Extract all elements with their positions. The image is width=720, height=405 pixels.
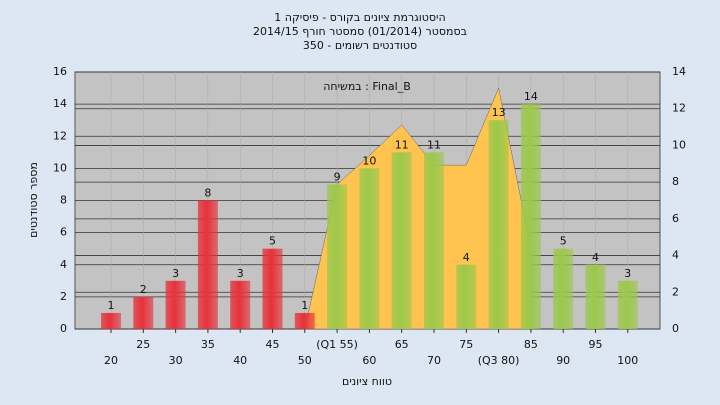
x-tick-label: 50 bbox=[298, 354, 312, 367]
value-label: 4 bbox=[592, 251, 599, 264]
value-label: 10 bbox=[362, 154, 376, 167]
bar bbox=[456, 264, 477, 329]
y2-tick-label: 0 bbox=[672, 322, 679, 335]
y2-tick-label: 2 bbox=[672, 285, 679, 298]
bar bbox=[294, 312, 315, 329]
bar bbox=[230, 280, 251, 329]
annotation: במשיחה : Final_B bbox=[323, 80, 411, 93]
x-tick-label: 60 bbox=[362, 354, 376, 367]
bar bbox=[101, 312, 121, 329]
bar bbox=[327, 184, 348, 329]
value-label: 14 bbox=[524, 90, 538, 103]
value-label: 4 bbox=[463, 251, 470, 264]
y2-tick-label: 4 bbox=[672, 249, 679, 262]
value-label: 8 bbox=[204, 187, 211, 200]
bar bbox=[165, 280, 186, 329]
x-tick-label: 20 bbox=[104, 354, 118, 367]
bar bbox=[520, 104, 541, 329]
x-tick-label: 35 bbox=[201, 338, 215, 351]
value-label: 13 bbox=[492, 106, 506, 119]
y-tick-label: 16 bbox=[53, 65, 67, 78]
y2-tick-label: 8 bbox=[672, 175, 679, 188]
y-tick-label: 0 bbox=[60, 322, 67, 335]
value-label: 1 bbox=[301, 299, 308, 312]
x-axis-label: טווח ציונים bbox=[342, 375, 392, 388]
bar bbox=[488, 120, 509, 329]
x-tick-label: 65 bbox=[395, 338, 409, 351]
x-tick-label: 40 bbox=[233, 354, 247, 367]
x-tick-label: 25 bbox=[136, 338, 150, 351]
x-tick-label: 100 bbox=[617, 354, 638, 367]
value-label: 9 bbox=[334, 170, 341, 183]
x-tick-label: 30 bbox=[169, 354, 183, 367]
y2-tick-label: 6 bbox=[672, 212, 679, 225]
value-label: 5 bbox=[560, 235, 567, 248]
x-tick-label: (Q1 55) bbox=[316, 338, 358, 351]
value-label: 3 bbox=[624, 267, 631, 280]
x-tick-label: 70 bbox=[427, 354, 441, 367]
x-tick-label: 95 bbox=[589, 338, 603, 351]
chart-subtitle: בסמסטר (01/2014) סמסטר חורף 2014/15 bbox=[253, 25, 467, 38]
y-tick-label: 8 bbox=[60, 194, 67, 207]
y2-tick-label: 10 bbox=[672, 138, 686, 151]
value-label: 1 bbox=[108, 299, 115, 312]
bar bbox=[391, 152, 412, 329]
x-tick-label: 75 bbox=[459, 338, 473, 351]
bar bbox=[585, 264, 606, 329]
bar bbox=[133, 296, 154, 329]
bar bbox=[197, 200, 218, 329]
value-label: 11 bbox=[395, 138, 409, 151]
chart-title: היסטוגרמת ציונים בקורס - פיסיקה 1 bbox=[274, 11, 445, 24]
bar bbox=[424, 152, 444, 329]
bar bbox=[553, 248, 574, 329]
x-tick-label: 90 bbox=[556, 354, 570, 367]
bar bbox=[262, 248, 283, 329]
value-label: 3 bbox=[237, 267, 244, 280]
y2-tick-label: 14 bbox=[672, 65, 686, 78]
value-label: 5 bbox=[269, 235, 276, 248]
value-label: 3 bbox=[172, 267, 179, 280]
bar bbox=[359, 168, 380, 329]
y-axis-label: מספר סטודנטים bbox=[27, 162, 40, 238]
chart-subtitle: סטודנטים רשומים - 350 bbox=[303, 39, 417, 52]
y2-tick-label: 12 bbox=[672, 102, 686, 115]
x-tick-label: 45 bbox=[266, 338, 280, 351]
x-tick-label: 85 bbox=[524, 338, 538, 351]
y-tick-label: 6 bbox=[60, 226, 67, 239]
value-label: 2 bbox=[140, 283, 147, 296]
x-tick-label: (Q3 80) bbox=[478, 354, 520, 367]
y-tick-label: 2 bbox=[60, 290, 67, 303]
bar bbox=[617, 280, 638, 329]
y-tick-label: 12 bbox=[53, 129, 67, 142]
y-tick-label: 10 bbox=[53, 161, 67, 174]
y-tick-label: 14 bbox=[53, 97, 67, 110]
value-label: 11 bbox=[427, 138, 441, 151]
y-tick-label: 4 bbox=[60, 258, 67, 271]
